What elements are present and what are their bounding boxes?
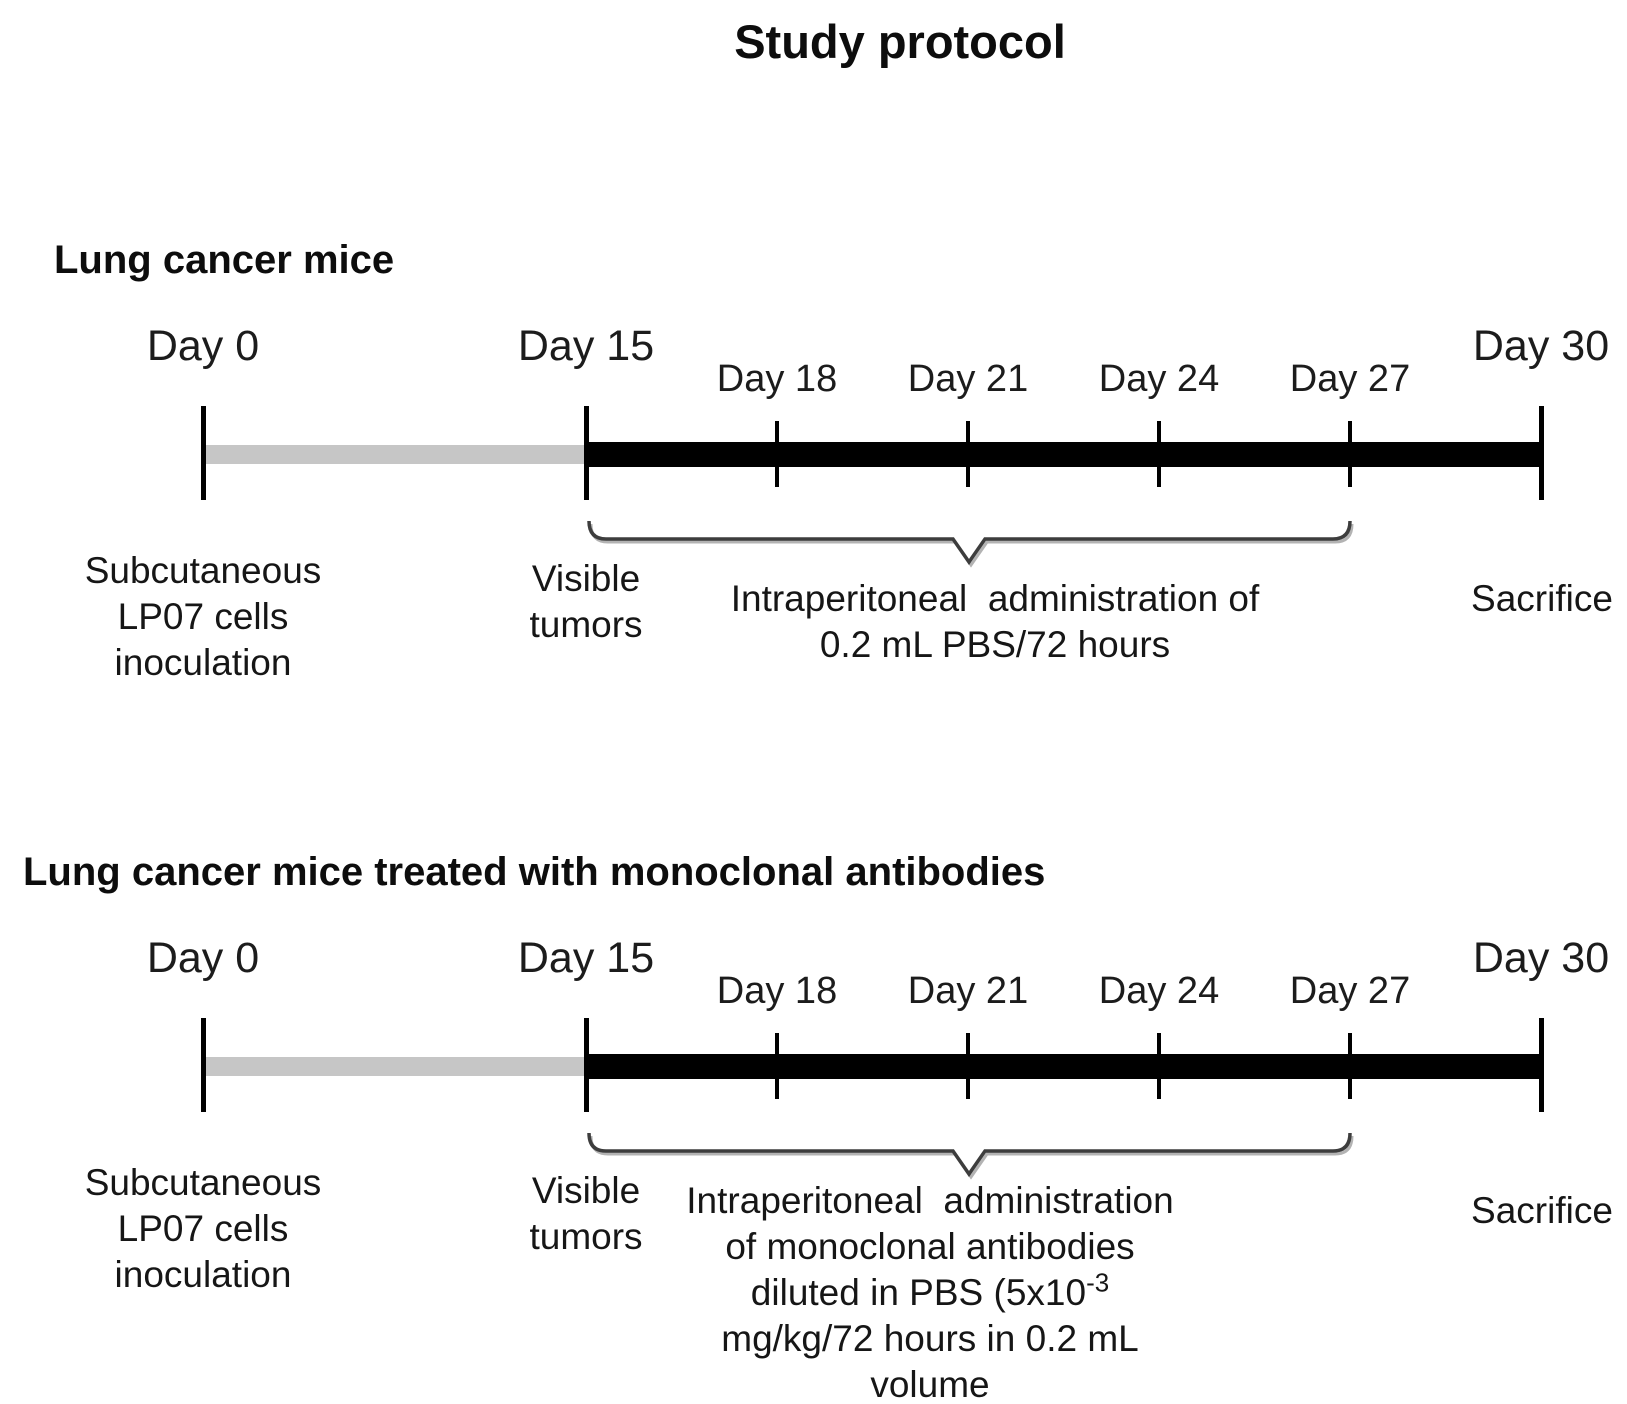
tick-day-18 (775, 1033, 779, 1099)
treatment-brace (587, 520, 1352, 566)
treatment-line: volume (870, 1364, 990, 1404)
day-21-label: Day 21 (907, 358, 1029, 400)
day-18-label: Day 18 (716, 970, 838, 1012)
treatment-line: 0.2 mL PBS/72 hours (819, 624, 1171, 665)
treatment-line: mg/kg/72 hours in 0.2 mL (721, 1318, 1139, 1359)
visible-tumors-line: Visible (531, 1170, 641, 1211)
sacrifice-label: Sacrifice (1471, 1190, 1613, 1231)
pre-treatment-bar (205, 445, 586, 464)
day-24-label: Day 24 (1098, 970, 1220, 1012)
treatment-dose-base: diluted in PBS (5x10 (750, 1272, 1087, 1313)
tick-day-27 (1348, 1033, 1352, 1099)
day-24-label: Day 24 (1098, 358, 1220, 400)
visible-tumors-line: tumors (529, 1216, 643, 1257)
pre-treatment-bar (205, 1057, 586, 1076)
tick-day-27 (1348, 421, 1352, 487)
section-2-heading: Lung cancer mice treated with monoclonal… (23, 850, 1046, 894)
treatment-line-with-superscript: diluted in PBS (5x10-3 (686, 1270, 1173, 1316)
inoculation-line: Subcutaneous (84, 1162, 322, 1203)
tick-day-30 (1539, 406, 1544, 500)
tick-day-15 (584, 406, 589, 500)
sacrifice-label: Sacrifice (1471, 578, 1613, 619)
section-1-heading: Lung cancer mice (54, 238, 395, 282)
treatment-description: Intraperitoneal administration of monocl… (686, 1178, 1173, 1404)
inoculation-label: Subcutaneous LP07 cells inoculation (85, 1160, 322, 1298)
timeline-treated-mice (201, 1018, 1544, 1180)
inoculation-line: LP07 cells (117, 1208, 289, 1249)
tick-day-15 (584, 1018, 589, 1112)
day-0-label: Day 0 (146, 934, 260, 982)
tick-day-30 (1539, 1018, 1544, 1112)
day-30-label: Day 30 (1472, 322, 1610, 370)
treatment-line: of monoclonal antibodies (725, 1226, 1135, 1267)
tick-day-21 (966, 421, 970, 487)
inoculation-line: LP07 cells (117, 596, 289, 637)
visible-tumors-line: tumors (529, 604, 643, 645)
tick-day-21 (966, 1033, 970, 1099)
inoculation-line: inoculation (114, 642, 292, 683)
visible-tumors-line: Visible (531, 558, 641, 599)
treatment-bar (586, 1054, 1541, 1079)
day-30-label: Day 30 (1472, 934, 1610, 982)
day-15-label: Day 15 (517, 322, 655, 370)
day-0-label: Day 0 (146, 322, 260, 370)
treatment-description: Intraperitoneal administration of 0.2 mL… (731, 576, 1260, 668)
day-18-label: Day 18 (716, 358, 838, 400)
day-27-label: Day 27 (1289, 970, 1411, 1012)
inoculation-label: Subcutaneous LP07 cells inoculation (85, 548, 322, 686)
figure-title: Study protocol (734, 15, 1066, 68)
treatment-line: Intraperitoneal administration of (730, 578, 1260, 619)
tick-day-0 (201, 1018, 206, 1112)
tick-day-24 (1157, 421, 1161, 487)
treatment-bar (586, 442, 1541, 467)
tick-day-0 (201, 406, 206, 500)
day-27-label: Day 27 (1289, 358, 1411, 400)
tick-day-18 (775, 421, 779, 487)
inoculation-line: inoculation (114, 1254, 292, 1295)
visible-tumors-label: Visible tumors (529, 556, 642, 648)
treatment-brace (587, 1132, 1352, 1178)
inoculation-line: Subcutaneous (84, 550, 322, 591)
treatment-line: Intraperitoneal administration (686, 1180, 1174, 1221)
timeline-lung-cancer-mice (201, 406, 1544, 568)
visible-tumors-label: Visible tumors (529, 1168, 642, 1260)
day-21-label: Day 21 (907, 970, 1029, 1012)
treatment-dose-exponent: -3 (1086, 1267, 1110, 1298)
day-15-label: Day 15 (517, 934, 655, 982)
tick-day-24 (1157, 1033, 1161, 1099)
